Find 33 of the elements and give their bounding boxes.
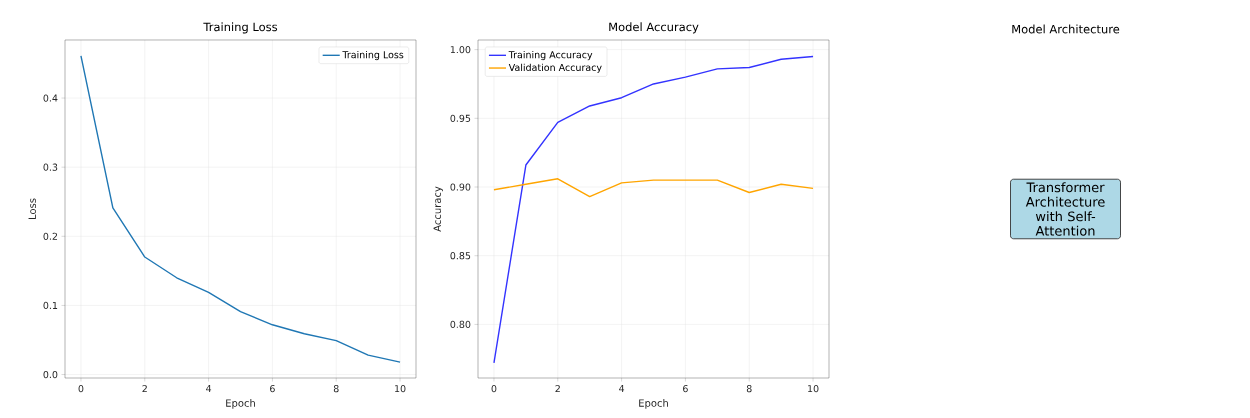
chart-title: Model Accuracy [609,22,699,34]
x-tick-label: 0 [78,385,84,393]
x-tick-label: 4 [206,385,212,392]
y-tick-label: 0.95 [450,114,471,122]
y-tick-label: 0.80 [450,320,471,329]
y-tick-label: 0.90 [450,183,471,191]
text: Model Architecture [1012,24,1120,34]
y-tick-label: 0.4 [43,94,58,102]
y-axis-title: Loss [28,198,36,219]
x-tick-label: 6 [270,385,275,393]
x-tick-label: 4 [619,385,625,392]
y-tick-label: 0.2 [43,232,58,240]
y-tick-label: 1.00 [450,46,471,54]
x-tick-label: 2 [142,385,147,393]
y-axis-title: Accuracy [433,186,443,232]
x-tick-label: 8 [333,385,339,393]
x-tick-label: 10 [808,385,819,393]
y-tick-label: 0.85 [450,252,471,260]
y-tick-label: 0.1 [43,301,58,310]
x-tick-label: 0 [491,385,497,393]
legend-label: Training Loss [342,50,404,61]
y-tick-label: 0.3 [43,163,58,171]
y-tick-label: 0.0 [43,370,58,379]
text: Transformer Architecture with Self-Attention [1025,182,1105,236]
x-axis-title: Epoch [226,399,255,409]
x-tick-label: 10 [395,385,406,393]
x-tick-label: 8 [746,385,752,393]
x-tick-label: 6 [683,385,688,393]
legend-label: Validation Accuracy [508,63,602,73]
x-axis-title: Epoch [639,399,668,409]
chart-title: Training Loss [203,22,278,34]
x-tick-label: 2 [555,385,560,393]
legend-label: Training Accuracy [508,50,593,61]
